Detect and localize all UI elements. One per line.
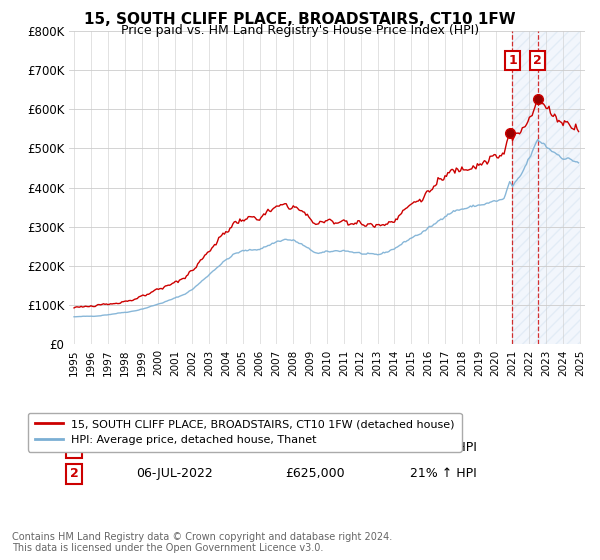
Text: £625,000: £625,000 bbox=[286, 467, 346, 480]
Text: Price paid vs. HM Land Registry's House Price Index (HPI): Price paid vs. HM Land Registry's House … bbox=[121, 24, 479, 36]
Text: Contains HM Land Registry data © Crown copyright and database right 2024.
This d: Contains HM Land Registry data © Crown c… bbox=[12, 531, 392, 553]
Text: 1: 1 bbox=[508, 54, 517, 67]
Text: £540,000: £540,000 bbox=[286, 441, 346, 454]
Bar bbox=[512, 31, 580, 344]
Text: 30% ↑ HPI: 30% ↑ HPI bbox=[410, 441, 476, 454]
Text: 29-OCT-2020: 29-OCT-2020 bbox=[136, 441, 218, 454]
Bar bbox=[512, 31, 580, 344]
Text: 21% ↑ HPI: 21% ↑ HPI bbox=[410, 467, 476, 480]
Text: 15, SOUTH CLIFF PLACE, BROADSTAIRS, CT10 1FW: 15, SOUTH CLIFF PLACE, BROADSTAIRS, CT10… bbox=[84, 12, 516, 27]
Text: 1: 1 bbox=[70, 441, 79, 454]
Text: 2: 2 bbox=[533, 54, 542, 67]
Text: 2: 2 bbox=[70, 467, 79, 480]
Text: 06-JUL-2022: 06-JUL-2022 bbox=[136, 467, 213, 480]
Legend: 15, SOUTH CLIFF PLACE, BROADSTAIRS, CT10 1FW (detached house), HPI: Average pric: 15, SOUTH CLIFF PLACE, BROADSTAIRS, CT10… bbox=[28, 413, 461, 451]
